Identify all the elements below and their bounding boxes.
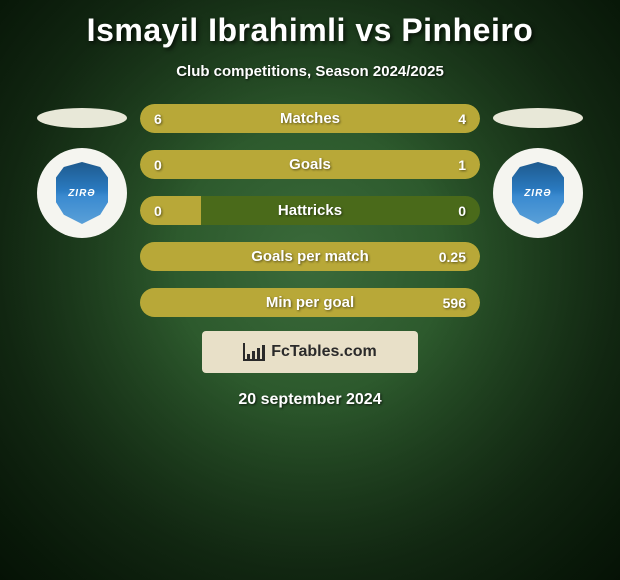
stats-area: ZIRƏ 6 Matches 4 0 Goals 1 <box>0 104 620 317</box>
stat-label: Hattricks <box>140 202 480 219</box>
left-club-badge-text: ZIRƏ <box>68 188 96 199</box>
comparison-title: Ismayil Ibrahimli vs Pinheiro <box>0 12 620 49</box>
right-player-column: ZIRƏ <box>488 104 588 238</box>
right-club-badge: ZIRƏ <box>512 162 564 224</box>
chart-icon <box>243 343 265 361</box>
stat-value-right: 596 <box>443 295 466 311</box>
left-player-column: ZIRƏ <box>32 104 132 238</box>
left-club-badge-bg: ZIRƏ <box>37 148 127 238</box>
footer-brand-box[interactable]: FcTables.com <box>202 331 418 373</box>
stat-label: Matches <box>140 110 480 127</box>
stat-row-min-per-goal: Min per goal 596 <box>140 288 480 317</box>
stat-row-hattricks: 0 Hattricks 0 <box>140 196 480 225</box>
stat-row-matches: 6 Matches 4 <box>140 104 480 133</box>
stat-bars-column: 6 Matches 4 0 Goals 1 0 Hattricks 0 <box>140 104 480 317</box>
stat-value-right: 1 <box>458 157 466 173</box>
left-player-avatar-placeholder <box>37 108 127 128</box>
stat-label: Min per goal <box>140 294 480 311</box>
stat-row-goals: 0 Goals 1 <box>140 150 480 179</box>
right-player-avatar-placeholder <box>493 108 583 128</box>
season-subtitle: Club competitions, Season 2024/2025 <box>0 63 620 80</box>
stat-value-right: 0 <box>458 203 466 219</box>
stat-label: Goals <box>140 156 480 173</box>
left-club-badge: ZIRƏ <box>56 162 108 224</box>
stat-value-right: 0.25 <box>439 249 466 265</box>
right-club-badge-text: ZIRƏ <box>524 188 552 199</box>
right-club-badge-bg: ZIRƏ <box>493 148 583 238</box>
content-wrapper: Ismayil Ibrahimli vs Pinheiro Club compe… <box>0 0 620 580</box>
stat-row-goals-per-match: Goals per match 0.25 <box>140 242 480 271</box>
footer-brand-text: FcTables.com <box>271 343 377 361</box>
date-text: 20 september 2024 <box>0 391 620 409</box>
stat-label: Goals per match <box>140 248 480 265</box>
stat-value-right: 4 <box>458 111 466 127</box>
